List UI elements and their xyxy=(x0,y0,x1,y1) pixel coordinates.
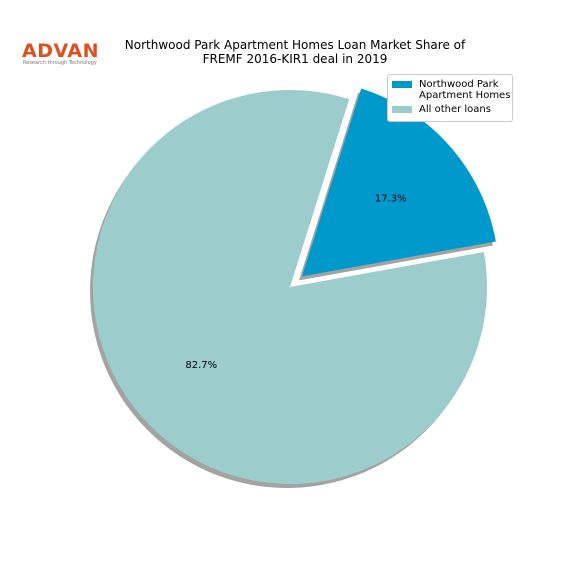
legend: Northwood Park Apartment Homes All other … xyxy=(387,74,513,122)
wedge xyxy=(302,88,496,277)
logo-tagline: Research through Technology xyxy=(23,60,97,66)
logo-brand: ADVAN xyxy=(22,40,99,62)
chart-title: Northwood Park Apartment Homes Loan Mark… xyxy=(124,38,466,66)
legend-label: All other loans xyxy=(419,104,491,115)
value-label: 82.7% xyxy=(185,360,217,371)
wedge xyxy=(93,90,488,485)
legend-item: All other loans xyxy=(388,104,512,115)
legend-label: Northwood Park Apartment Homes xyxy=(419,79,511,101)
legend-swatch xyxy=(392,106,412,113)
legend-item: Northwood Park Apartment Homes xyxy=(388,79,512,101)
value-label: 17.3% xyxy=(375,193,407,204)
legend-swatch xyxy=(392,81,412,88)
